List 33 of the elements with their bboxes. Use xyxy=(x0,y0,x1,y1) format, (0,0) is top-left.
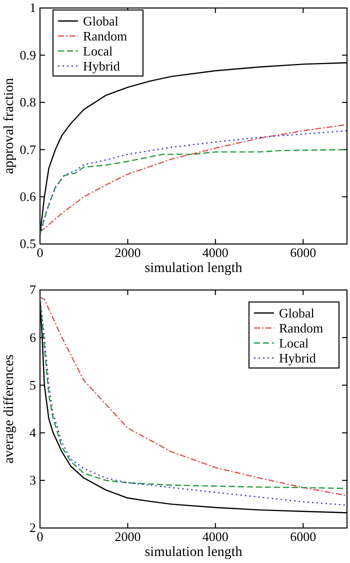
x-tick-label: 4000 xyxy=(202,245,228,260)
y-axis-title: average differences xyxy=(2,354,17,464)
y-tick-label: 4 xyxy=(30,424,36,440)
y-tick-label: 3 xyxy=(30,472,36,488)
x-tick-label: 6000 xyxy=(290,245,316,260)
line-series xyxy=(40,149,347,236)
legend-label: Random xyxy=(279,320,324,336)
y-tick-label: 0.6 xyxy=(20,188,36,204)
x-tick-label: 6000 xyxy=(290,529,316,544)
x-tick-label: 0 xyxy=(36,245,44,260)
legend-label: Local xyxy=(83,44,113,58)
y-tick-label: 0.7 xyxy=(20,142,36,157)
legend-label: Random xyxy=(83,28,128,44)
y-tick-label: 7 xyxy=(30,282,36,298)
y-tick-label: 0.8 xyxy=(20,94,36,110)
x-tick-label: 2000 xyxy=(114,245,141,260)
legend-label: Hybrid xyxy=(279,350,316,366)
y-tick-label: 2 xyxy=(30,520,36,536)
y-tick-label: 0.9 xyxy=(20,47,36,62)
y-tick-label: 5 xyxy=(30,377,36,392)
x-tick-label: 0 xyxy=(36,529,44,544)
y-tick-label: 6 xyxy=(30,330,36,345)
x-tick-label: 2000 xyxy=(114,529,141,544)
y-tick-label: 0.5 xyxy=(20,236,36,252)
legend-label: Hybrid xyxy=(83,58,120,74)
x-axis-title: simulation length xyxy=(144,545,242,560)
x-axis-title: simulation length xyxy=(144,261,242,276)
y-tick-label: 1 xyxy=(30,0,36,16)
x-tick-label: 4000 xyxy=(202,529,228,544)
legend-label: Global xyxy=(83,14,119,28)
legend-label: Global xyxy=(279,306,315,320)
y-axis-title: approval fraction xyxy=(2,78,17,174)
legend-label: Local xyxy=(279,336,309,350)
